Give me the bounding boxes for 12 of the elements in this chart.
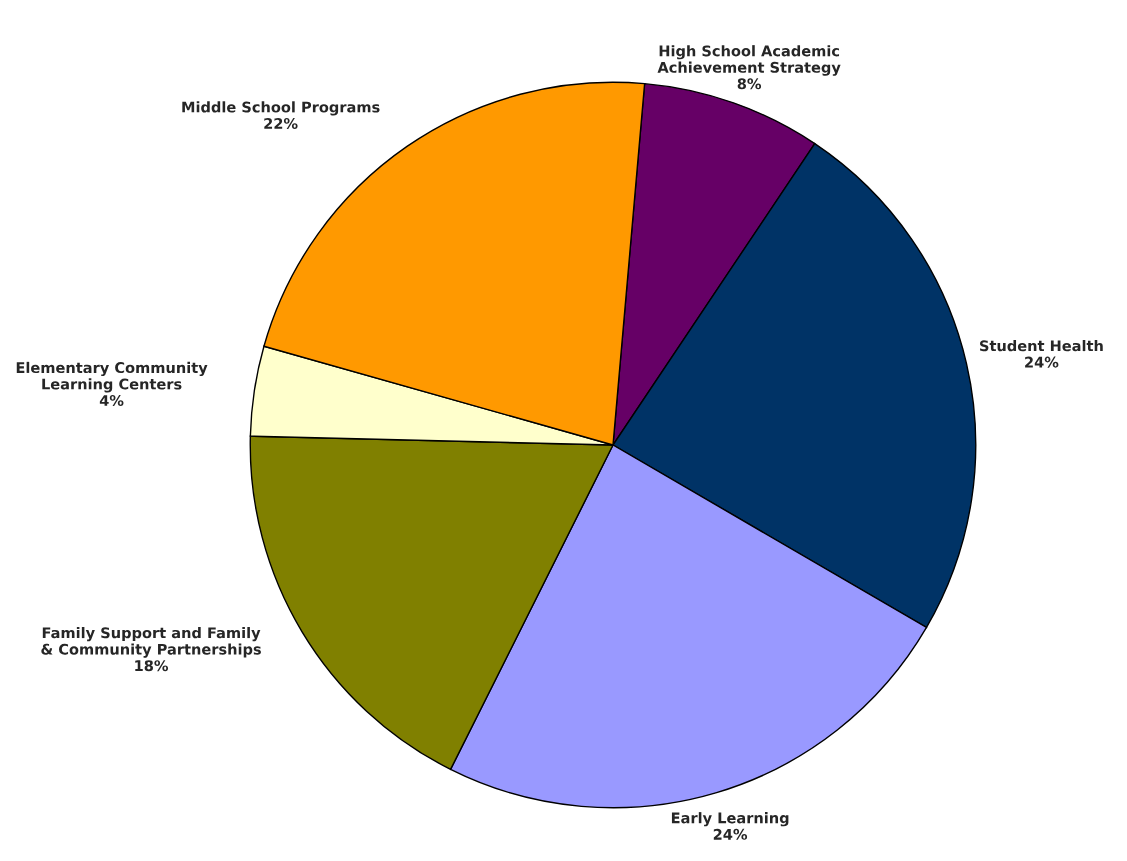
slice-label: Elementary Community Learning Centers [16, 361, 208, 393]
slice-label: Family Support and Family & Community Partnerships [41, 627, 261, 658]
data-label: 18% [135, 660, 169, 672]
data-label: 4% [99, 394, 124, 407]
slice-label: High School Academic Achievement Strategy [657, 45, 841, 76]
slice-label: Student Health [980, 340, 1103, 352]
slice-label: Middle School Programs [182, 101, 380, 116]
slice-label: Early Learning [671, 812, 789, 827]
data-label: 8% [737, 78, 762, 90]
data-label: 24% [1025, 356, 1059, 368]
data-label: 22% [264, 117, 298, 130]
data-label: 24% [713, 828, 748, 840]
